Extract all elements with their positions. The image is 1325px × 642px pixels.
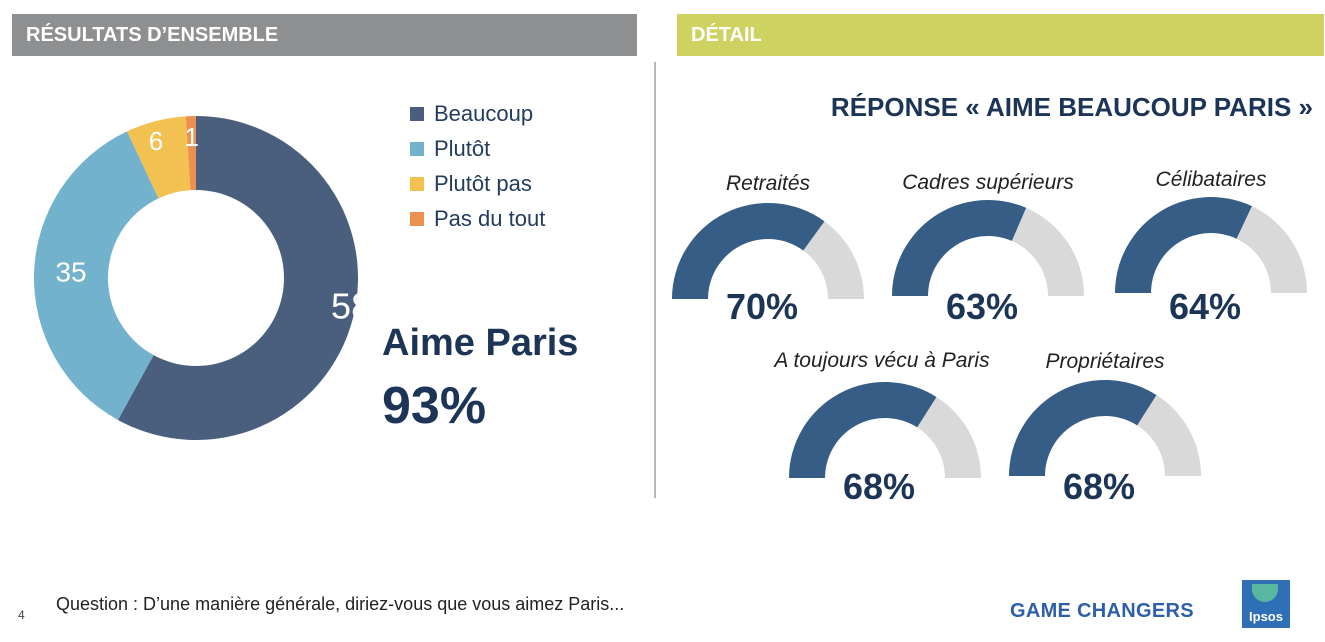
gauge-fill-1: [892, 199, 1027, 296]
section-header-detail: DÉTAIL: [677, 14, 1324, 56]
gauge-value-label: 68%: [842, 466, 916, 507]
legend-label-pas-du-tout: Pas du tout: [434, 205, 546, 231]
donut-slice-plutot-pas: [127, 116, 191, 199]
donut-label-plutot-pas: 6: [149, 126, 163, 156]
legend-swatch-plutot-pas: [410, 176, 424, 191]
legend-item-plutot: Plutôt: [410, 131, 545, 166]
gauge-category-label: Propriétaires: [1045, 350, 1165, 373]
summary-label: Aime Paris: [382, 322, 579, 364]
legend-item-pas-du-tout: Pas du tout: [410, 201, 545, 236]
donut-label-pas-du-tout: 1: [184, 122, 198, 152]
section-header-overall: RÉSULTATS D’ENSEMBLE: [12, 14, 637, 56]
gauge-value-label: 70%: [725, 286, 799, 327]
gauge-fill-2: [1115, 197, 1252, 293]
legend-label-plutot: Plutôt: [434, 135, 491, 161]
donut-legend: Beaucoup Plutôt Plutôt pas Pas du tout: [410, 96, 545, 236]
legend-label-plutot-pas: Plutôt pas: [434, 170, 532, 196]
legend-label-beaucoup: Beaucoup: [434, 100, 534, 126]
gauge-value-label: 68%: [1062, 466, 1136, 507]
gauge-value-label: 64%: [1168, 286, 1242, 327]
gauge-value-label: 63%: [945, 286, 1019, 327]
gauge-category-label: A toujours vécu à Paris: [774, 349, 990, 372]
logo-mark-icon: [1252, 584, 1278, 602]
legend-swatch-pas-du-tout: [410, 211, 424, 226]
gauge-category-label: Cadres supérieurs: [902, 171, 1074, 194]
gauge-category-label: Célibataires: [1155, 168, 1267, 191]
legend-item-beaucoup: Beaucoup: [410, 96, 545, 131]
donut-label-beaucoup: 58: [331, 286, 371, 327]
legend-swatch-beaucoup: [410, 106, 424, 121]
ipsos-logo: Ipsos: [1242, 580, 1290, 628]
gauge-fill-0: [672, 202, 825, 299]
donut-slice-plutot: [34, 131, 159, 420]
summary-value: 93%: [382, 377, 487, 435]
page-number: 4: [18, 608, 25, 622]
gauge-category-label: Retraités: [725, 172, 811, 195]
legend-swatch-plutot: [410, 141, 424, 156]
gauge-fill-3: [789, 381, 937, 478]
donut-label-plutot: 35: [55, 256, 86, 287]
donut-slice-pas-du-tout: [185, 116, 196, 191]
brand-tagline: GAME CHANGERS: [1010, 600, 1194, 622]
donut-slice-beaucoup: [117, 116, 359, 440]
section-divider: [654, 62, 656, 498]
gauge-fill-4: [1009, 380, 1157, 476]
logo-text: Ipsos: [1249, 609, 1283, 624]
question-text: Question : D’une manière générale, dirie…: [56, 594, 625, 614]
detail-title: RÉPONSE « AIME BEAUCOUP PARIS »: [830, 92, 1313, 122]
legend-item-plutot-pas: Plutôt pas: [410, 166, 545, 201]
